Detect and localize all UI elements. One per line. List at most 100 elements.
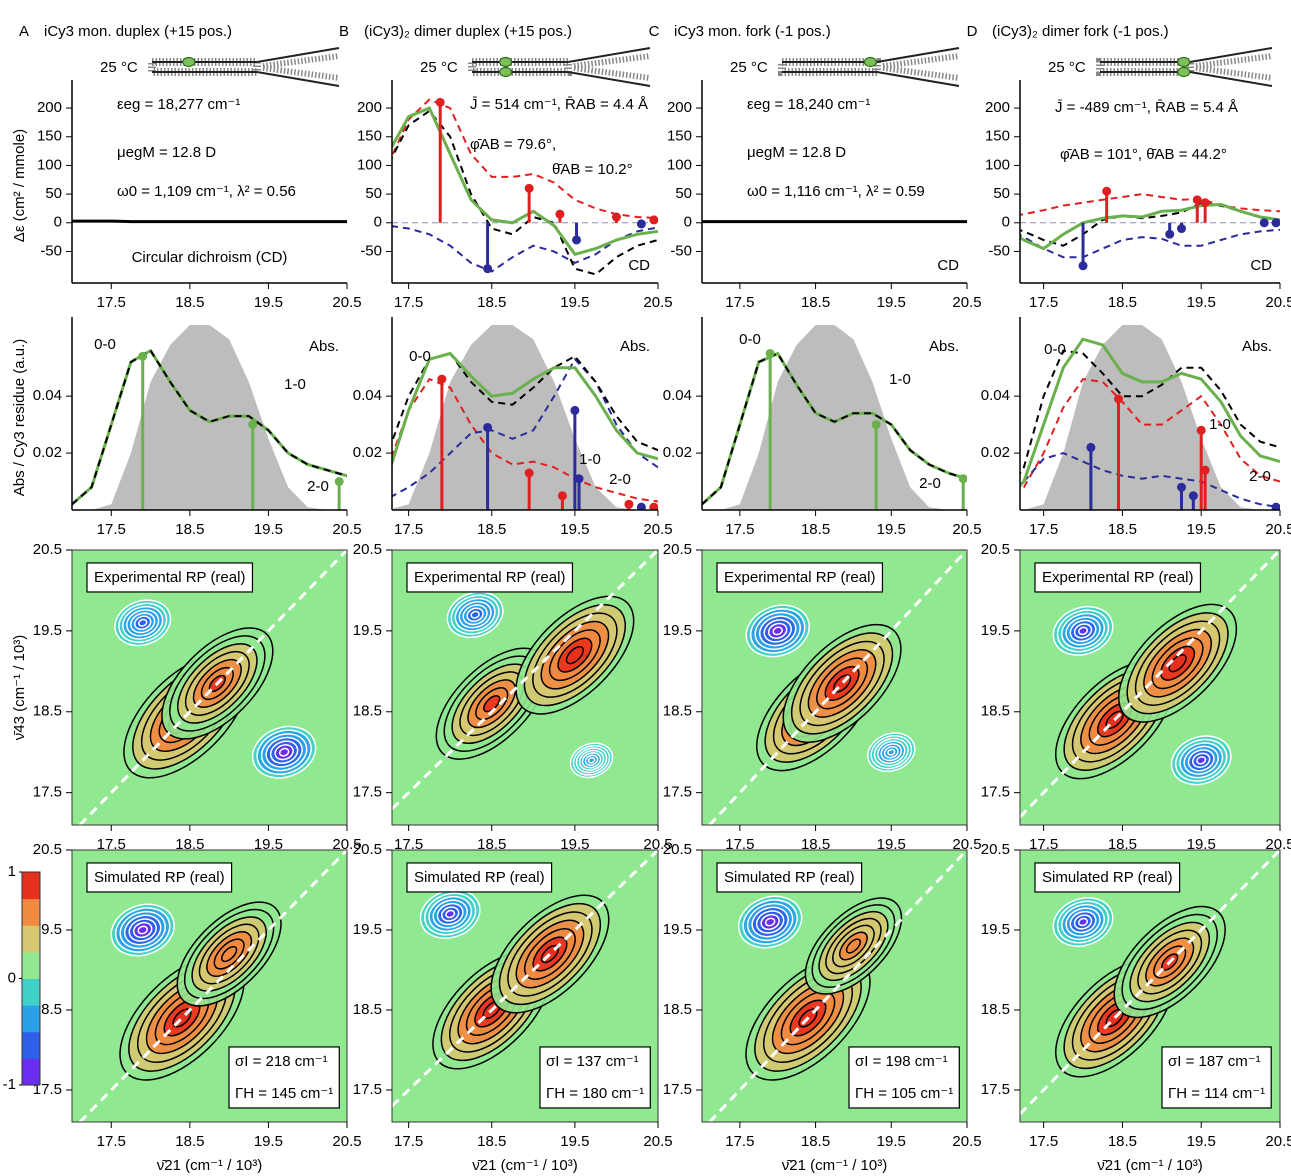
temperature: 25 °C [420, 59, 458, 76]
x-tick-label: 20.5 [332, 1133, 361, 1150]
y-tick-label: 200 [357, 99, 382, 116]
y-tick-label: 0.02 [353, 444, 382, 461]
y-tick-label: 18.5 [353, 1001, 382, 1018]
dna-fork-bases [262, 65, 340, 81]
diagonal [708, 550, 967, 825]
peak-label: 2-0 [307, 478, 329, 495]
x-tick-label: 18.5 [801, 521, 830, 538]
x-tick-label: 20.5 [332, 836, 361, 853]
stem-head [524, 468, 534, 478]
panel-letter: D [967, 23, 978, 40]
stem-head [636, 502, 646, 510]
stem-head [574, 474, 584, 484]
x-tick-label: 19.5 [1187, 836, 1216, 853]
y-tick-label: 18.5 [981, 703, 1010, 720]
stem-head [958, 474, 967, 484]
stem [555, 209, 565, 223]
contour-level [470, 610, 480, 619]
y-tick-label: 19.5 [663, 921, 692, 938]
contour-level [1196, 756, 1207, 765]
stem [334, 477, 344, 510]
label-box [716, 562, 884, 593]
annotation: ω0 = 1,109 cm⁻¹, λ² = 0.56 [117, 183, 296, 200]
x-tick-label: 17.5 [394, 836, 423, 853]
line [1020, 228, 1280, 259]
stem [1177, 222, 1187, 234]
stem-head [1113, 394, 1123, 404]
y-tick-label: 19.5 [353, 921, 382, 938]
x-axis-label: ν̄21 (cm⁻¹ / 10³) [157, 1157, 262, 1174]
colorbar-tick-label: 0 [8, 969, 16, 986]
x-tick-label: 18.5 [477, 294, 506, 311]
contour-level [483, 695, 501, 713]
x-tick-label: 18.5 [1108, 521, 1137, 538]
peak-label: 0-0 [739, 331, 761, 348]
contour-level [587, 757, 596, 764]
stem-head [483, 264, 493, 274]
y-tick-label: 0.04 [353, 387, 382, 404]
stem-head [248, 420, 258, 430]
line [72, 219, 347, 224]
y-tick-label: 20.5 [33, 841, 62, 858]
peak [114, 599, 172, 647]
stem [524, 183, 534, 223]
stem-head [1102, 186, 1112, 196]
temperature: 25 °C [730, 59, 768, 76]
contour-level [772, 626, 783, 636]
diagonal [708, 850, 967, 1122]
cy3-dye [1177, 56, 1191, 68]
param: ΓH = 105 cm⁻¹ [855, 1085, 953, 1102]
dna-fork-arm [1189, 47, 1273, 63]
stem-head [1200, 198, 1210, 208]
y-tick-label: 100 [357, 156, 382, 173]
x-axis-label: ν̄21 (cm⁻¹ / 10³) [1097, 1157, 1202, 1174]
plot-area [72, 325, 347, 510]
stem [1078, 222, 1088, 271]
peak-label: 0-0 [94, 336, 116, 353]
stem [1102, 186, 1112, 223]
contour-level [1078, 917, 1089, 927]
y-tick-label: 0.02 [981, 444, 1010, 461]
y-tick-label: 20.5 [663, 541, 692, 558]
line [1020, 202, 1280, 251]
peak [867, 732, 916, 773]
stem-head [1165, 229, 1175, 239]
area [392, 325, 658, 510]
param: σI = 187 cm⁻¹ [1168, 1053, 1261, 1070]
y-tick-label: 0.02 [33, 444, 62, 461]
cy3-dye [499, 66, 513, 78]
x-tick-label: 18.5 [801, 836, 830, 853]
x-tick-label: 17.5 [725, 521, 754, 538]
peak-label: 1-0 [1209, 416, 1231, 433]
peak [1052, 605, 1114, 656]
stem [1113, 394, 1123, 510]
plot-area [702, 325, 967, 510]
y-tick-label: 200 [37, 99, 62, 116]
stem-head [437, 374, 447, 384]
params-box [1161, 1046, 1272, 1109]
line [1020, 337, 1280, 488]
dna-fork-bases [1195, 65, 1273, 81]
dna-duplex [778, 58, 881, 76]
y-tick-label: 100 [667, 156, 692, 173]
y-tick-label: 18.5 [981, 1001, 1010, 1018]
plot-frame [391, 849, 659, 1123]
x-tick-label: 17.5 [97, 1133, 126, 1150]
x-tick-label: 17.5 [97, 836, 126, 853]
panel-label: Simulated RP (real) [414, 869, 545, 886]
y-tick-label: 0.04 [663, 387, 692, 404]
y-tick-label: 200 [667, 99, 692, 116]
peak-label: 1-0 [579, 451, 601, 468]
contour-level [1168, 654, 1187, 673]
y-tick-label: 20.5 [353, 841, 382, 858]
area [702, 325, 967, 510]
y-tick-label: 0 [54, 214, 62, 231]
stem-head [636, 219, 646, 229]
stem [437, 374, 447, 510]
y-tick-label: 150 [667, 128, 692, 145]
contour-level [845, 938, 862, 954]
panel-label: Experimental RP (real) [414, 569, 565, 586]
y-tick-label: 200 [985, 99, 1010, 116]
stem [871, 420, 881, 510]
stem [624, 499, 634, 510]
